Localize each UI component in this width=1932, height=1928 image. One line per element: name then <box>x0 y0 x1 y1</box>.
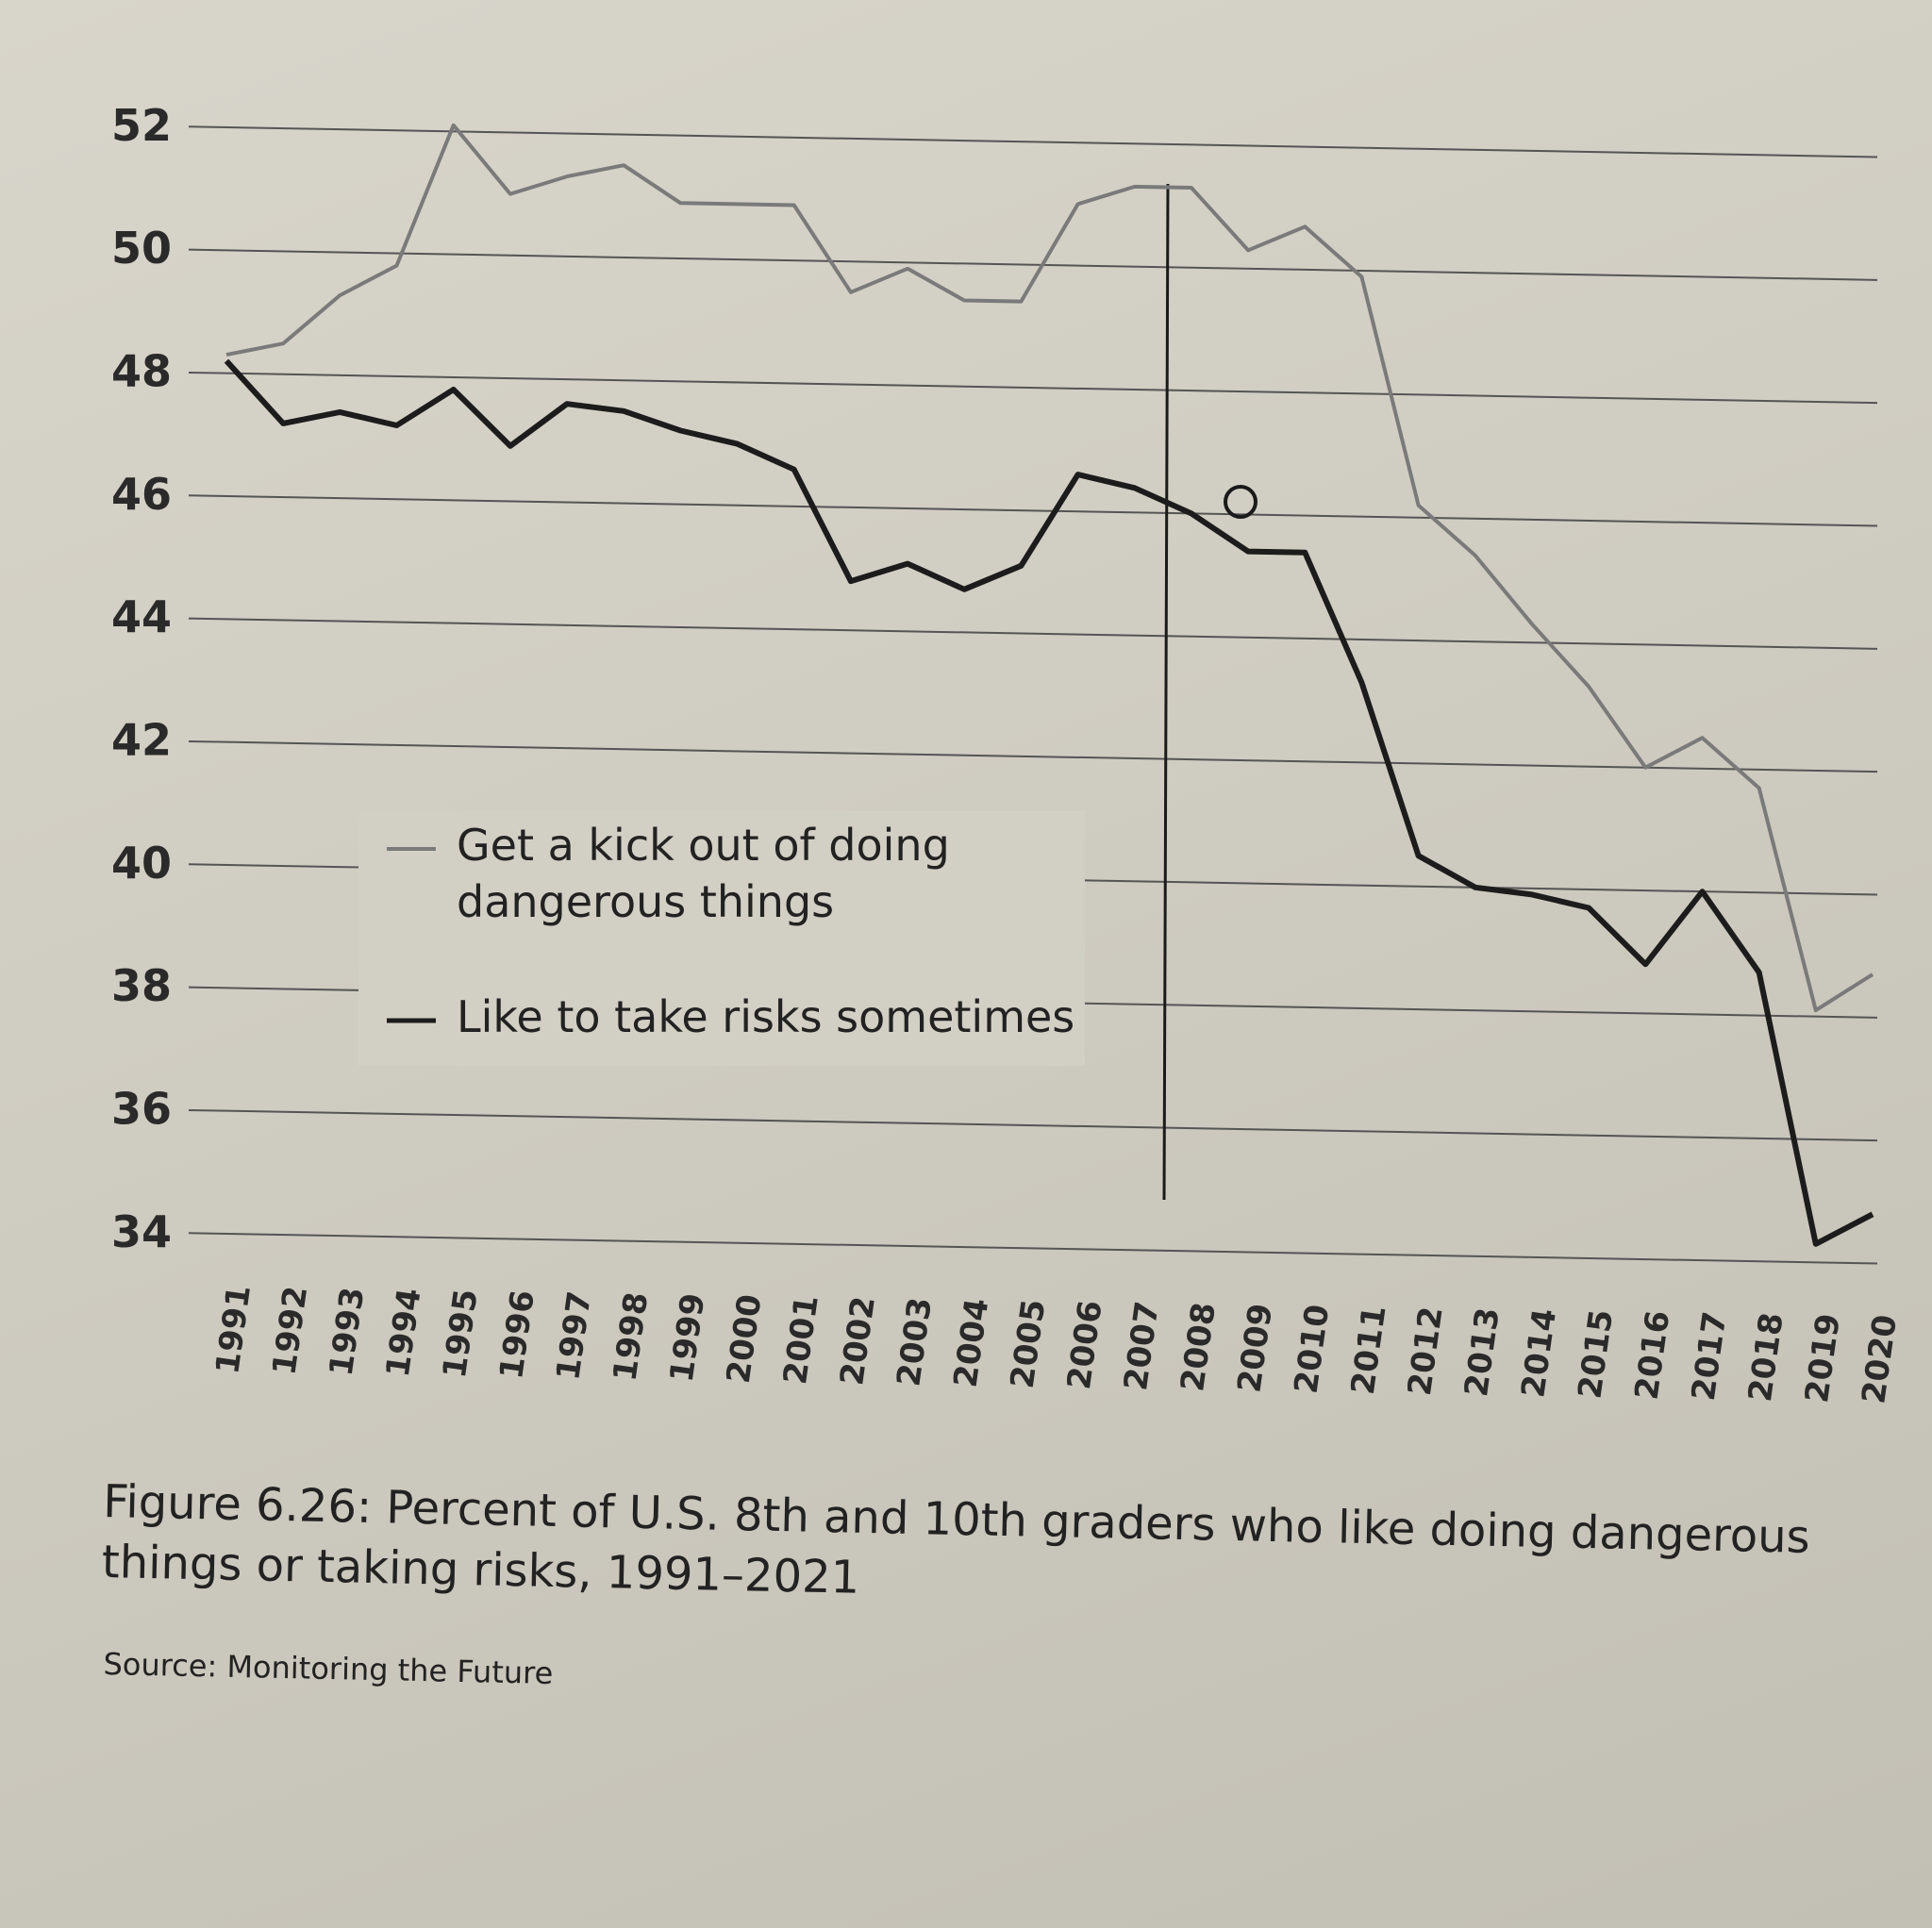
x-tick-label: 2018 <box>1741 1310 1791 1404</box>
x-tick-label: 1991 <box>208 1283 258 1376</box>
gridline <box>188 1108 1878 1142</box>
gridline <box>188 740 1878 773</box>
series-line-kick <box>225 123 1874 1013</box>
legend: Get a kick out of doing dangerous things… <box>358 811 1085 1066</box>
y-axis-ticks: 52 50 48 46 44 42 40 38 36 34 <box>111 100 172 1257</box>
x-tick-label: 2020 <box>1855 1312 1905 1405</box>
x-tick-label: 1995 <box>436 1287 486 1380</box>
x-tick-label: 1994 <box>379 1286 429 1379</box>
x-tick-label: 2017 <box>1685 1309 1735 1403</box>
x-tick-label: 1996 <box>492 1288 542 1381</box>
x-tick-label: 1993 <box>323 1285 373 1378</box>
x-tick-label: 1997 <box>549 1288 599 1382</box>
gridline <box>188 371 1878 405</box>
gridline <box>188 248 1878 281</box>
y-tick-label: 52 <box>111 100 172 151</box>
legend-background <box>358 811 1085 1066</box>
x-tick-label: 2003 <box>890 1295 940 1388</box>
x-tick-label: 2016 <box>1628 1308 1678 1402</box>
x-tick-label: 2007 <box>1117 1299 1167 1392</box>
y-tick-label: 48 <box>111 345 172 396</box>
x-tick-label: 2011 <box>1344 1304 1394 1397</box>
x-tick-label: 2000 <box>720 1292 770 1386</box>
x-tick-label: 1998 <box>607 1290 657 1384</box>
x-tick-label: 1992 <box>265 1284 315 1377</box>
y-tick-label: 46 <box>111 469 172 520</box>
gridlines <box>188 125 1878 1265</box>
x-axis-ticks: 1991 1992 1993 1994 1995 1996 1997 1998 1999 2000… <box>208 1283 1905 1406</box>
x-tick-label: 2005 <box>1004 1297 1054 1390</box>
y-tick-label: 40 <box>111 838 172 889</box>
y-tick-label: 44 <box>111 591 172 642</box>
y-tick-label: 36 <box>111 1083 172 1134</box>
figure-source: Source: Monitoring the Future <box>103 1646 554 1691</box>
gridline <box>188 1232 1878 1265</box>
x-tick-label: 2010 <box>1288 1303 1338 1396</box>
y-tick-label: 34 <box>111 1206 172 1257</box>
legend-label-kick-line2: dangerous things <box>457 876 834 927</box>
series-line-risks <box>224 358 1874 1247</box>
x-tick-label: 2015 <box>1571 1307 1621 1401</box>
legend-label-kick-line1: Get a kick out of doing <box>457 820 950 871</box>
figure-caption: Figure 6.26: Percent of U.S. 8th and 10t… <box>101 1474 1811 1604</box>
x-tick-label: 1999 <box>663 1291 713 1385</box>
y-tick-label: 50 <box>111 223 172 274</box>
gridline <box>188 617 1878 650</box>
x-tick-label: 2014 <box>1514 1306 1564 1400</box>
x-tick-label: 2013 <box>1457 1305 1507 1399</box>
x-tick-label: 2009 <box>1230 1301 1280 1394</box>
x-tick-label: 2019 <box>1798 1311 1848 1404</box>
x-tick-label: 2006 <box>1060 1298 1110 1391</box>
x-tick-label: 2001 <box>776 1293 826 1387</box>
circle-annotation <box>1224 485 1257 519</box>
legend-label-risks: Like to take risks sometimes <box>457 991 1074 1042</box>
y-tick-label: 42 <box>111 714 172 765</box>
gridline <box>188 125 1878 158</box>
x-tick-label: 2008 <box>1174 1300 1224 1393</box>
y-tick-label: 38 <box>111 960 172 1011</box>
vertical-marker-line <box>1162 183 1170 1201</box>
x-tick-label: 2002 <box>833 1294 883 1388</box>
series-lines <box>224 123 1874 1247</box>
gridline <box>188 494 1878 527</box>
x-tick-label: 2004 <box>947 1296 997 1389</box>
x-tick-label: 2012 <box>1401 1305 1451 1398</box>
